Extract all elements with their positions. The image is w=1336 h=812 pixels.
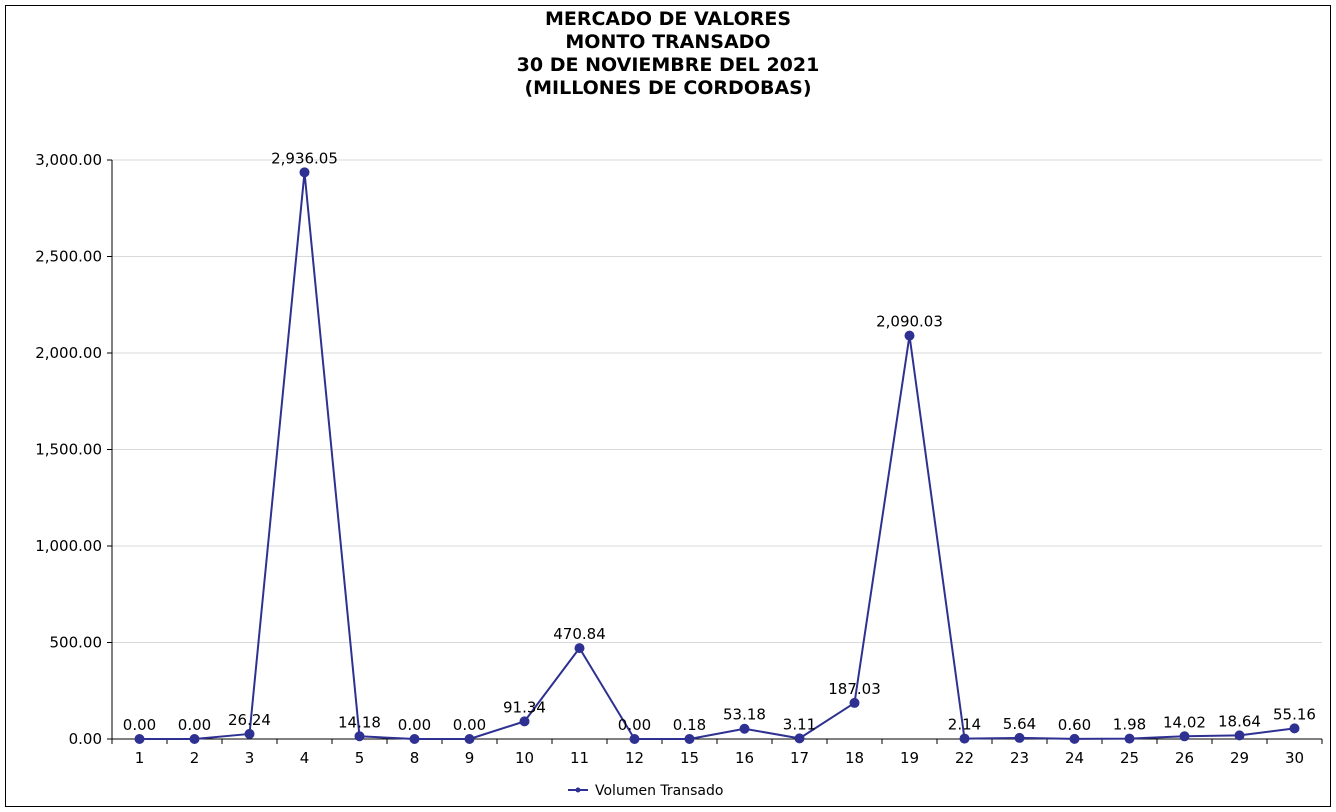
x-tick-label: 3 <box>245 749 255 767</box>
data-point <box>1014 732 1025 743</box>
x-tick-label: 24 <box>1065 749 1084 767</box>
data-label: 0.00 <box>123 716 156 734</box>
data-label: 3.11 <box>783 715 816 733</box>
chart-title-line-4: (MILLONES DE CORDOBAS) <box>524 77 812 99</box>
data-point <box>574 643 585 654</box>
x-tick-label: 25 <box>1120 749 1139 767</box>
y-tick-label: 3,000.00 <box>35 151 102 169</box>
x-tick-label: 30 <box>1285 749 1304 767</box>
data-point <box>1234 730 1245 741</box>
x-tick-label: 11 <box>570 749 589 767</box>
data-label: 55.16 <box>1273 705 1316 723</box>
data-label: 2,936.05 <box>271 149 338 167</box>
legend-label: Volumen Transado <box>595 783 723 799</box>
x-tick-label: 17 <box>790 749 809 767</box>
data-point <box>464 734 475 744</box>
data-point <box>134 734 145 744</box>
chart-title-line-1: MERCADO DE VALORES <box>544 8 792 30</box>
data-point <box>959 733 970 744</box>
data-point <box>409 734 420 744</box>
data-label: 1.98 <box>1113 716 1146 734</box>
data-point <box>519 716 530 727</box>
data-point <box>794 733 805 744</box>
chart-title-line-2: MONTO TRANSADO <box>565 31 771 53</box>
data-point <box>684 733 695 744</box>
data-label: 0.00 <box>398 716 431 734</box>
y-tick-label: 0.00 <box>69 730 102 748</box>
data-point <box>1179 731 1190 742</box>
data-label: 14.02 <box>1163 713 1206 731</box>
x-tick-label: 16 <box>735 749 754 767</box>
data-label: 91.34 <box>503 698 546 716</box>
data-label: 187.03 <box>828 680 881 698</box>
chart-title: MERCADO DE VALORES MONTO TRANSADO 30 DE … <box>0 8 1336 100</box>
data-point <box>1124 733 1135 744</box>
x-tick-label: 2 <box>190 749 200 767</box>
data-point <box>244 728 255 739</box>
data-labels: 0.00 0.00 26.24 2,936.05 14.18 0.00 0.00 91.34 4… <box>123 149 1316 734</box>
x-tick-label: 4 <box>300 749 310 767</box>
legend: Volumen Transado <box>568 783 723 799</box>
data-label: 26.24 <box>228 711 271 729</box>
data-label: 0.00 <box>178 716 211 734</box>
x-tick-label: 22 <box>955 749 974 767</box>
data-label: 0.00 <box>618 716 651 734</box>
y-tick-label: 1,000.00 <box>35 537 102 555</box>
x-tick-label: 5 <box>355 749 365 767</box>
data-label: 470.84 <box>553 625 606 643</box>
data-label: 18.64 <box>1218 712 1261 730</box>
x-tick-label: 29 <box>1230 749 1249 767</box>
y-tick-label: 500.00 <box>50 634 103 652</box>
data-label: 0.00 <box>453 716 486 734</box>
data-point <box>354 731 365 742</box>
data-point <box>849 697 860 708</box>
data-point <box>299 167 310 178</box>
data-label: 2,090.03 <box>876 313 943 331</box>
series-line <box>139 171 1295 740</box>
chart-frame <box>5 5 1331 807</box>
data-label: 0.18 <box>673 716 706 734</box>
x-tick-label: 15 <box>680 749 699 767</box>
axes: 0.00 500.00 1,000.00 1,500.00 2,000.00 2,500.… <box>35 151 1323 767</box>
data-point <box>189 734 200 744</box>
data-point <box>739 723 750 734</box>
data-label: 5.64 <box>1003 715 1036 733</box>
data-label: 14.18 <box>338 713 381 731</box>
data-label: 0.60 <box>1058 716 1091 734</box>
data-point <box>1289 723 1300 734</box>
x-tick-label: 8 <box>410 749 420 767</box>
y-tick-label: 2,000.00 <box>35 344 102 362</box>
x-tick-label: 12 <box>625 749 644 767</box>
data-point <box>904 330 915 341</box>
data-label: 2.14 <box>948 716 981 734</box>
x-tick-label: 18 <box>845 749 864 767</box>
x-tick-label: 26 <box>1175 749 1194 767</box>
series-volumen-transado <box>134 167 1300 744</box>
y-tick-label: 2,500.00 <box>35 248 102 266</box>
data-point <box>1069 733 1080 744</box>
chart-title-line-3: 30 DE NOVIEMBRE DEL 2021 <box>516 54 820 76</box>
x-tick-label: 23 <box>1010 749 1029 767</box>
y-tick-label: 1,500.00 <box>35 441 102 459</box>
x-tick-label: 1 <box>135 749 145 767</box>
data-label: 53.18 <box>723 706 766 724</box>
legend-dot-marker <box>575 787 581 793</box>
data-point <box>629 734 640 744</box>
x-tick-label: 10 <box>515 749 534 767</box>
gridlines <box>112 159 1322 643</box>
x-tick-label: 19 <box>900 749 919 767</box>
x-tick-label: 9 <box>465 749 475 767</box>
